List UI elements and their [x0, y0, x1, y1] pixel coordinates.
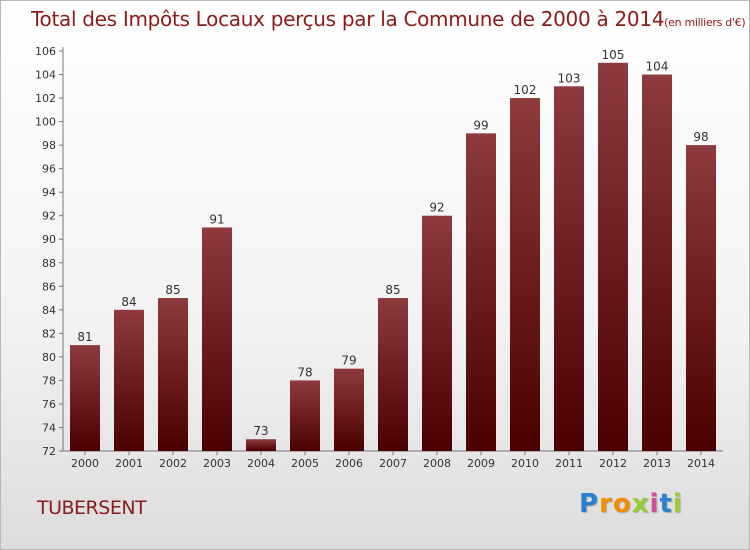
bar-value-label: 99: [473, 118, 488, 132]
y-tick-label: 100: [35, 116, 56, 129]
x-tick-label: 2004: [247, 457, 275, 470]
x-tick-label: 2009: [467, 457, 495, 470]
chart-title-unit: (en milliers d'€): [664, 16, 746, 29]
bar: [114, 309, 144, 451]
x-tick-label: 2000: [71, 457, 99, 470]
bar: [246, 439, 276, 451]
bar-value-label: 102: [514, 83, 537, 97]
chart-axes: 72 74 76 78 80 82 84 86 88 90 92 94 96 98 100 102 104 106…: [35, 45, 723, 470]
bar-value-label: 104: [646, 60, 669, 74]
x-tick-label: 2008: [423, 457, 451, 470]
x-tick-label: 2002: [159, 457, 187, 470]
bar: [378, 298, 408, 451]
bar: [70, 345, 100, 451]
x-tick-label: 2001: [115, 457, 143, 470]
bar-value-label: 84: [121, 295, 136, 309]
chart-labels: 81 84 85 91 73 78 79 85 92 99 102 103 105 104 98: [77, 48, 708, 438]
x-tick-label: 2007: [379, 457, 407, 470]
y-tick-label: 74: [42, 421, 56, 434]
bar: [686, 145, 716, 451]
x-tick-label: 2012: [599, 457, 627, 470]
bar: [290, 380, 320, 451]
bar-value-label: 81: [77, 330, 92, 344]
bar-value-label: 78: [297, 365, 312, 379]
logo-letter: o: [612, 489, 632, 519]
commune-name: TUBERSENT: [37, 497, 147, 519]
x-tick-label: 2005: [291, 457, 319, 470]
bar: [642, 74, 672, 451]
logo-letter: i: [672, 489, 683, 519]
y-tick-label: 82: [42, 327, 56, 340]
logo-letter: t: [659, 489, 673, 519]
bar-value-label: 98: [693, 130, 708, 144]
y-tick-label: 98: [42, 139, 56, 152]
logo-letter: P: [579, 489, 600, 519]
y-tick-label: 78: [42, 374, 56, 387]
bar: [422, 215, 452, 451]
y-tick-label: 84: [42, 304, 56, 317]
bar: [554, 86, 584, 451]
y-tick-label: 92: [42, 210, 56, 223]
y-tick-label: 80: [42, 351, 56, 364]
y-tick-label: 88: [42, 257, 56, 270]
y-tick-label: 104: [35, 69, 56, 82]
bar-value-label: 105: [602, 48, 625, 62]
x-tick-label: 2013: [643, 457, 671, 470]
bar-value-label: 92: [429, 201, 444, 215]
logo-letter: x: [631, 489, 650, 519]
y-tick-label: 72: [42, 445, 56, 458]
logo-letter: i: [649, 489, 660, 519]
bar-value-label: 73: [253, 424, 268, 438]
y-tick-label: 106: [35, 45, 56, 58]
y-tick-label: 76: [42, 398, 56, 411]
bar: [334, 368, 364, 451]
logo-letter: r: [599, 489, 613, 519]
bar-value-label: 85: [385, 283, 400, 297]
x-tick-label: 2010: [511, 457, 539, 470]
y-tick-label: 94: [42, 186, 56, 199]
chart-title: Total des Impôts Locaux perçus par la Co…: [31, 7, 746, 31]
y-tick-label: 90: [42, 233, 56, 246]
bar: [510, 98, 540, 451]
x-tick-label: 2006: [335, 457, 363, 470]
x-tick-label: 2003: [203, 457, 231, 470]
y-tick-label: 96: [42, 163, 56, 176]
bar-value-label: 103: [558, 71, 581, 85]
bar: [158, 298, 188, 451]
bar-value-label: 79: [341, 354, 356, 368]
bar-value-label: 91: [209, 212, 224, 226]
bar: [598, 62, 628, 451]
y-tick-label: 102: [35, 92, 56, 105]
x-tick-label: 2011: [555, 457, 583, 470]
chart-bars: [70, 62, 716, 451]
x-tick-label: 2014: [687, 457, 715, 470]
proxiti-logo: Proxiti: [579, 489, 683, 519]
y-tick-label: 86: [42, 280, 56, 293]
bar: [202, 227, 232, 451]
bar: [466, 133, 496, 451]
bar-value-label: 85: [165, 283, 180, 297]
